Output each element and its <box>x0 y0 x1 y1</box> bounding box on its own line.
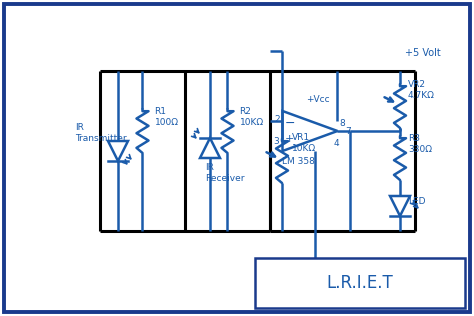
Text: IR
Transmitter: IR Transmitter <box>75 123 127 143</box>
Text: 3: 3 <box>274 137 280 145</box>
Text: LM 358: LM 358 <box>282 156 314 166</box>
Text: R1
100Ω: R1 100Ω <box>155 107 179 127</box>
Text: L.R.I.E.T: L.R.I.E.T <box>327 274 393 292</box>
Text: 8: 8 <box>339 118 345 127</box>
Text: +5 Volt: +5 Volt <box>405 48 441 58</box>
Text: 2: 2 <box>274 114 280 124</box>
Text: −: − <box>284 117 295 130</box>
Text: IR
Receiver: IR Receiver <box>205 163 245 183</box>
Text: VR2
4.7KΩ: VR2 4.7KΩ <box>408 80 435 100</box>
Text: 4: 4 <box>334 139 339 149</box>
Text: VR1
10KΩ: VR1 10KΩ <box>292 133 316 153</box>
Text: +: + <box>285 134 294 144</box>
Text: R2
10KΩ: R2 10KΩ <box>239 107 264 127</box>
Text: Ground: Ground <box>317 276 353 286</box>
Bar <box>255 258 465 308</box>
Text: +Vcc: +Vcc <box>306 94 330 104</box>
Text: 7: 7 <box>346 126 351 136</box>
Text: R3
330Ω: R3 330Ω <box>408 134 432 154</box>
Text: LED: LED <box>408 197 426 205</box>
